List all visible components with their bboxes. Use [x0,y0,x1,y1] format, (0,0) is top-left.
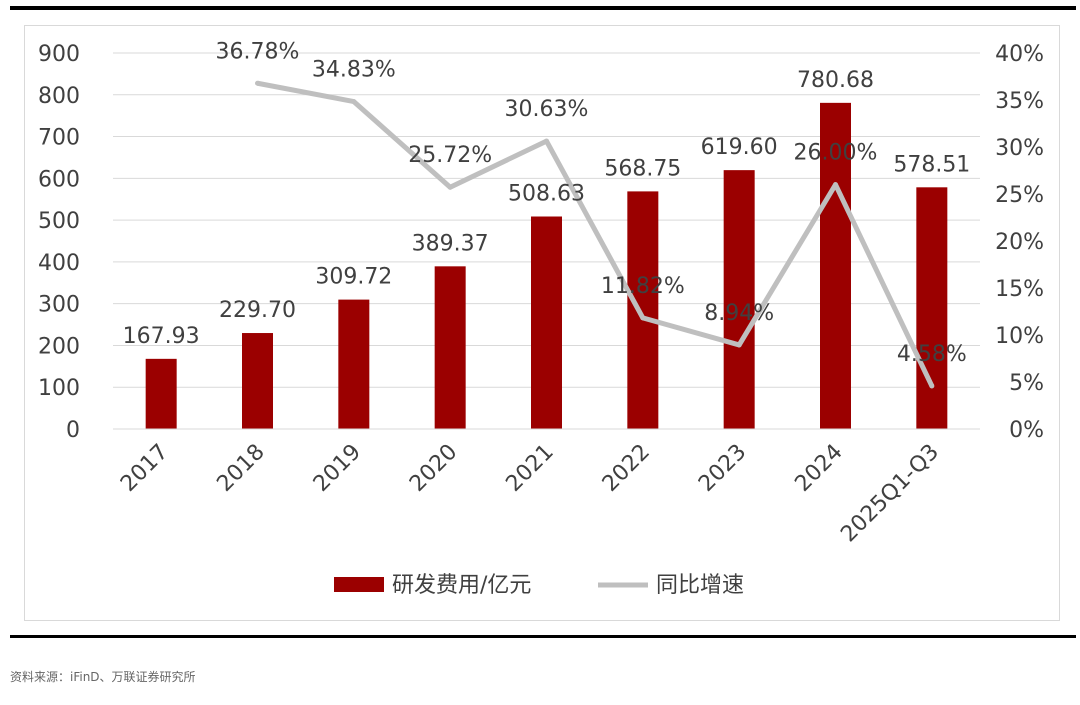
legend-bar-swatch [334,577,384,592]
line-point [640,315,646,321]
line-point [544,138,549,144]
y2-tick-label: 0% [1009,418,1044,443]
bar [916,187,948,429]
bar-series [145,102,948,429]
y2-tick-label: 40% [995,42,1044,67]
chart-frame [24,25,1060,621]
bar-value-label: 578.51 [893,152,970,177]
bar [627,191,659,429]
line-value-label: 4.58% [897,342,967,367]
line-point [736,342,742,348]
y2-tick-label: 5% [1009,371,1044,396]
line-value-label: 8.94% [704,301,774,326]
top-rule [10,6,1076,10]
bar [820,102,851,429]
bar-value-label: 229.70 [219,298,296,323]
source-note: 资料来源：iFinD、万联证券研究所 [10,670,196,684]
y2-tick-label: 25% [995,183,1044,208]
bar [531,216,562,429]
bar [242,333,273,429]
x-tick-label: 2020 [405,440,462,497]
legend-line-label: 同比增速 [656,573,744,598]
y-tick-label: 400 [38,251,80,276]
line-value-label: 34.83% [312,58,396,83]
bar-labels: 167.93 229.70 309.72 389.37 508.63 568.75 619.… [123,68,971,349]
bar-value-label: 568.75 [604,156,681,181]
bar-value-label: 167.93 [123,324,200,349]
bar-value-label: 309.72 [315,265,392,290]
x-tick-label: 2017 [116,440,173,497]
y2-tick-label: 30% [995,136,1044,161]
bar [145,358,177,429]
x-axis: 2017 2018 2019 2020 2021 2022 2023 20242025Q1-Q… [113,428,980,548]
legend: 研发费用/亿元 同比增速 [334,573,744,598]
line-value-label: 11.82% [601,274,685,299]
bar [434,266,466,429]
line-value-label: 26.00% [794,141,878,166]
bottom-rule [10,635,1076,638]
line-point [929,383,935,389]
y-tick-label: 500 [38,209,80,234]
line-labels: 36.78% 34.83% 25.72% 30.63% 11.82% 8.94% 26.00… [216,39,967,367]
bar [723,170,755,429]
y-tick-label: 800 [38,84,80,109]
legend-bar-label: 研发费用/亿元 [392,573,531,598]
line-point [447,184,453,190]
line-point [833,182,838,188]
x-tick-label: 2018 [212,440,269,497]
line-series [255,80,935,389]
right-axis: 0% 5% 10% 15% 20% 25% 30% 35% 40% [995,42,1044,443]
x-tick-label: 2024 [790,440,847,497]
left-axis: 0 100 200 300 400 500 600 700 800 900 [38,42,80,443]
y-tick-label: 600 [38,167,80,192]
growth-line [257,80,935,388]
bar-value-label: 619.60 [701,135,778,160]
x-tick-label: 2023 [694,440,751,497]
y2-tick-label: 15% [995,277,1044,302]
y-tick-label: 0 [66,418,80,443]
y-tick-label: 200 [38,334,80,359]
line-point [255,80,260,86]
bar-value-label: 508.63 [508,182,585,207]
y2-tick-label: 10% [995,324,1044,349]
x-tick-label: 2025Q1-Q3 [836,440,944,548]
y-tick-label: 700 [38,126,80,151]
y2-tick-label: 20% [995,230,1044,255]
line-point [351,99,357,105]
line-value-label: 36.78% [216,39,300,64]
bar-value-label: 389.37 [412,231,489,256]
line-value-label: 30.63% [505,97,589,122]
y-tick-label: 900 [38,42,80,67]
x-tick-label: 2019 [309,440,366,497]
x-tick-label: 2022 [598,440,655,497]
bar [338,299,370,429]
y2-tick-label: 35% [995,89,1044,114]
bar-value-label: 780.68 [797,68,874,93]
x-tick-label: 2021 [501,440,558,497]
y-tick-label: 100 [38,376,80,401]
y-tick-label: 300 [38,293,80,318]
line-value-label: 25.72% [408,143,492,168]
